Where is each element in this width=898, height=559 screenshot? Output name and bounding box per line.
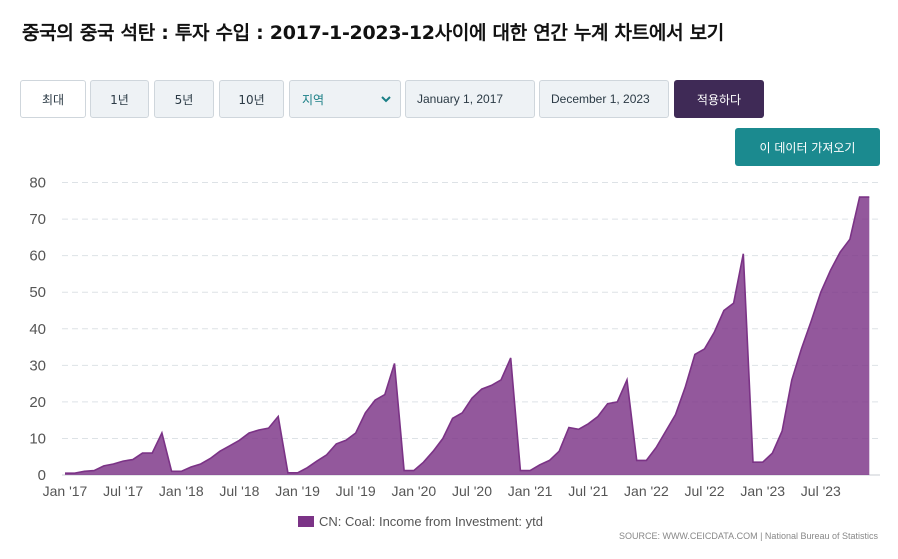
source-note: SOURCE: WWW.CEICDATA.COM | National Bure… — [618, 531, 878, 541]
x-tick-label: Jan '18 — [159, 483, 204, 499]
y-tick-label: 30 — [29, 357, 46, 374]
x-tick-label: Jul '21 — [568, 483, 608, 499]
y-tick-label: 0 — [38, 467, 46, 484]
x-tick-label: Jul '23 — [801, 483, 841, 499]
legend-label: CN: Coal: Income from Investment: ytd — [319, 514, 543, 529]
series-area — [65, 196, 870, 475]
range-max-button[interactable]: 최대 — [20, 80, 86, 118]
x-tick-label: Jul '19 — [336, 483, 376, 499]
series-area-fill — [65, 197, 870, 475]
y-tick-label: 10 — [29, 430, 46, 447]
series-line — [65, 196, 870, 474]
x-tick-label: Jul '17 — [103, 483, 143, 499]
x-tick-label: Jan '21 — [508, 483, 553, 499]
y-tick-label: 60 — [29, 248, 46, 265]
x-axis: Jan '17 Jul '17 Jan '18 Jul '18 Jan '19 Jul '… — [43, 483, 841, 499]
end-date-input[interactable]: December 1, 2023 — [539, 80, 669, 118]
start-date-input[interactable]: January 1, 2017 — [405, 80, 535, 118]
chart-legend: CN: Coal: Income from Investment: ytd — [298, 514, 543, 529]
y-tick-label: 20 — [29, 394, 46, 411]
x-tick-label: Jul '20 — [452, 483, 492, 499]
region-select-value: 지역 — [302, 92, 325, 107]
page-title: 중국의 중국 석탄 : 투자 수입 : 2017-1-2023-12사이에 대한… — [22, 22, 724, 44]
apply-button[interactable]: 적용하다 — [674, 80, 764, 118]
chevron-down-icon — [381, 96, 391, 103]
range-5y-button[interactable]: 5년 — [154, 80, 214, 118]
x-tick-label: Jul '22 — [685, 483, 725, 499]
range-1y-button[interactable]: 1년 — [90, 80, 149, 118]
x-tick-label: Jul '18 — [219, 483, 259, 499]
x-tick-label: Jan '23 — [740, 483, 785, 499]
x-tick-label: Jan '17 — [43, 483, 88, 499]
y-tick-label: 40 — [29, 321, 46, 338]
y-tick-label: 70 — [29, 211, 46, 228]
legend-swatch — [298, 516, 314, 527]
x-tick-label: Jan '20 — [391, 483, 436, 499]
y-tick-label: 80 — [29, 175, 46, 192]
fetch-data-button[interactable]: 이 데이터 가져오기 — [735, 128, 880, 166]
range-10y-button[interactable]: 10년 — [219, 80, 284, 118]
y-tick-label: 50 — [29, 284, 46, 301]
x-tick-label: Jan '22 — [624, 483, 669, 499]
region-select[interactable]: 지역 — [289, 80, 401, 118]
y-axis: 0 10 20 30 40 50 60 70 80 — [29, 175, 46, 484]
x-tick-label: Jan '19 — [275, 483, 320, 499]
